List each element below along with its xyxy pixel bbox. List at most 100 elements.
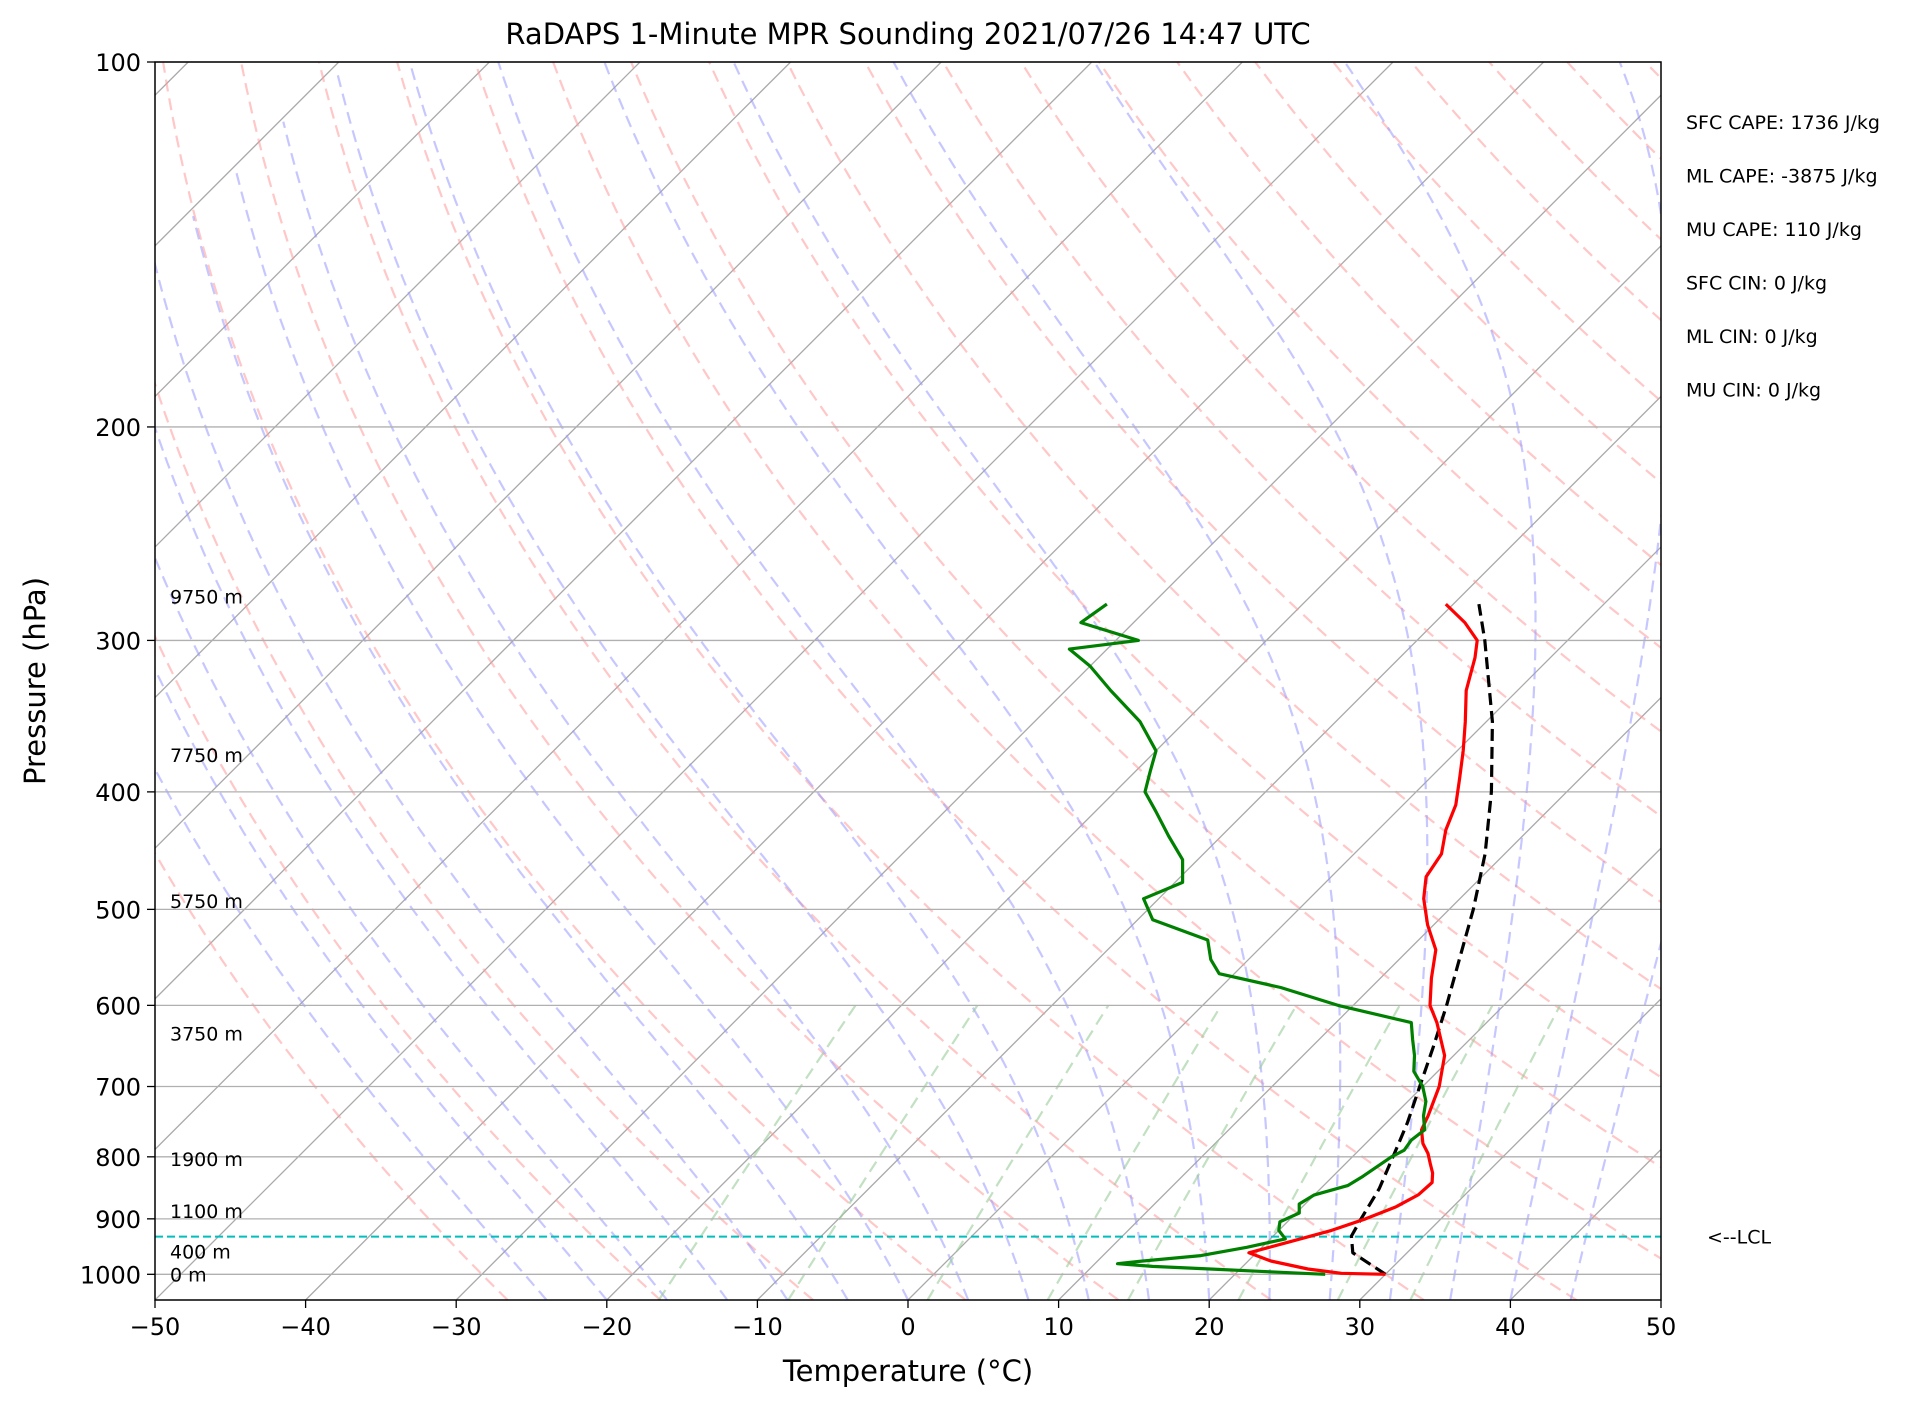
moist-adiabat-line	[233, 166, 909, 1300]
dry-adiabat-line	[1020, 62, 1661, 733]
stats-panel: SFC CAPE: 1736 J/kg ML CAPE: -3875 J/kg MU…	[1686, 112, 1880, 402]
mixing-ratio-line	[1046, 1004, 1223, 1300]
dry-adiabat-line	[474, 62, 1578, 1300]
moist-adiabat-line	[1569, 938, 1661, 1300]
moist-adiabat-line	[155, 259, 789, 1300]
stat-line: ML CIN: 0 J/kg	[1686, 326, 1818, 348]
dry-adiabat-line	[1723, 62, 1925, 1300]
stat-line: ML CAPE: -3875 J/kg	[1686, 166, 1878, 188]
moist-adiabat-line	[192, 215, 849, 1300]
isotherm-line	[155, 62, 1394, 1300]
isotherm-line	[606, 244, 1661, 1300]
mixing-ratio-line	[787, 1004, 979, 1300]
dry-adiabat-line	[708, 62, 1661, 1079]
dry-adiabat-line	[1098, 62, 1661, 650]
moist-adiabat-line	[892, 62, 1342, 1300]
dry-adiabat-line	[155, 851, 509, 1300]
mixing-ratio-line	[1127, 1004, 1298, 1300]
mixing-ratio-line	[1336, 1004, 1494, 1300]
dry-adiabat-line	[1488, 62, 1661, 241]
moist-adiabat-line	[497, 62, 1151, 1300]
dry-adiabat-line	[1644, 62, 1661, 80]
mixing-ratio-line	[1237, 1004, 1401, 1300]
dry-adiabat-line	[155, 633, 662, 1300]
moist-adiabat-line	[1509, 62, 1661, 1300]
stat-line: SFC CIN: 0 J/kg	[1686, 273, 1827, 295]
lcl-group: <--LCL	[155, 1227, 1771, 1249]
isotherm-line	[155, 62, 1243, 1151]
x-axis-label: Temperature (°C)	[782, 1354, 1033, 1388]
isotherm-line	[1509, 1148, 1661, 1300]
isotherm-line	[1359, 997, 1661, 1300]
moist-adiabat-line	[155, 766, 548, 1300]
parcel-profile-line	[1349, 603, 1494, 1276]
dry-adiabat-line	[396, 62, 1425, 1300]
y-tick-label: 200	[95, 414, 141, 442]
x-tick-label: −10	[732, 1313, 783, 1341]
stat-line: SFC CAPE: 1736 J/kg	[1686, 112, 1880, 134]
dry-adiabat-line	[1332, 62, 1661, 403]
moist-adiabat-line	[282, 121, 970, 1300]
sounding-profiles	[1067, 602, 1494, 1276]
isotherm-line	[1208, 847, 1661, 1300]
isotherm-line	[305, 62, 1545, 1300]
dry-adiabat-line	[240, 62, 1120, 1300]
isotherm-line	[756, 395, 1661, 1300]
dry-adiabat-line	[162, 62, 967, 1300]
height-label: 1900 m	[170, 1149, 243, 1171]
moist-adiabat-line	[336, 72, 1030, 1300]
mixing-ratio-line	[926, 1004, 1110, 1300]
isotherm-line	[155, 62, 641, 548]
dry-adiabat-line	[1254, 62, 1661, 485]
y-axis-label: Pressure (hPa)	[18, 577, 52, 785]
isotherm-line	[907, 546, 1661, 1300]
height-label: 1100 m	[170, 1201, 243, 1223]
isotherm-line	[155, 62, 490, 398]
height-label: 400 m	[170, 1242, 231, 1264]
isotherm-line	[155, 62, 942, 850]
y-axis-ticks: 100 200 300 400 500 600 700 800 900 1000	[80, 49, 155, 1289]
moist-adiabat-line	[732, 62, 1271, 1300]
x-tick-label: −40	[280, 1313, 331, 1341]
dry-adiabat-line	[318, 62, 1272, 1300]
isotherm-line	[1812, 62, 1925, 1300]
y-tick-label: 900	[95, 1206, 141, 1234]
x-tick-label: 40	[1495, 1313, 1526, 1341]
isotherm-line	[155, 62, 792, 699]
moist-adiabat-line	[603, 62, 1211, 1300]
height-label: 5750 m	[170, 891, 243, 913]
y-tick-label: 800	[95, 1144, 141, 1172]
moist-adiabat-line	[1343, 62, 1537, 1300]
isotherm-line	[1660, 1299, 1661, 1300]
y-tick-label: 600	[95, 992, 141, 1020]
isotherm-line	[455, 94, 1661, 1300]
x-tick-label: 10	[1043, 1313, 1074, 1341]
height-label: 9750 m	[170, 587, 243, 609]
isotherm-line	[155, 62, 1093, 1000]
dry-adiabat-line	[630, 62, 1661, 1169]
stat-line: MU CIN: 0 J/kg	[1686, 380, 1821, 402]
moist-adiabat-line	[155, 666, 608, 1300]
isotherm-line	[1058, 696, 1661, 1300]
y-tick-label: 400	[95, 779, 141, 807]
x-tick-label: 20	[1194, 1313, 1225, 1341]
dry-adiabat-line	[1566, 62, 1661, 161]
moist-adiabat-line	[155, 554, 668, 1300]
dry-adiabat-line	[155, 380, 814, 1300]
dry-adiabat-line	[786, 62, 1661, 991]
y-tick-label: 300	[95, 627, 141, 655]
chart-title: RaDAPS 1-Minute MPR Sounding 2021/07/26 …	[505, 17, 1310, 51]
height-label: 7750 m	[170, 745, 243, 767]
lcl-label: <--LCL	[1707, 1227, 1771, 1249]
dewpoint-profile-line	[1067, 602, 1428, 1276]
mixing-ratio-line	[657, 1004, 857, 1300]
height-label: 3750 m	[170, 1024, 243, 1046]
moist-adiabat-line	[408, 62, 1090, 1300]
x-tick-label: 50	[1646, 1313, 1677, 1341]
x-axis-ticks: −50 −40 −30 −20 −10 0 10 20 30 40 50	[130, 1300, 1677, 1341]
y-tick-label: 100	[95, 49, 141, 77]
y-tick-label: 500	[95, 896, 141, 924]
x-tick-label: 30	[1345, 1313, 1376, 1341]
